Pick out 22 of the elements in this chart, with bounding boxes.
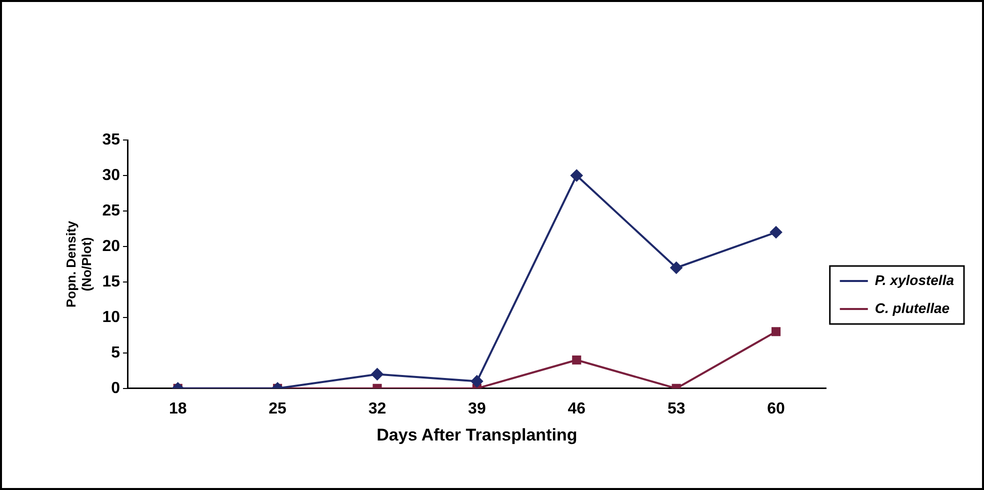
legend-label: P. xylostella bbox=[874, 272, 954, 288]
y-tick-label: 35 bbox=[102, 131, 120, 148]
x-tick-label: 53 bbox=[667, 400, 686, 418]
x-tick-label: 18 bbox=[168, 400, 187, 418]
x-tick-label: 39 bbox=[468, 400, 486, 418]
x-tick-label: 25 bbox=[268, 400, 287, 418]
y-tick-label: 10 bbox=[102, 308, 120, 326]
y-tick-label: 0 bbox=[111, 380, 120, 397]
legend-label: C. plutellae bbox=[874, 300, 950, 316]
x-tick-label: 46 bbox=[568, 400, 586, 418]
point bbox=[570, 169, 583, 182]
x-tick-label: 60 bbox=[767, 400, 786, 418]
point bbox=[770, 226, 782, 238]
point bbox=[670, 262, 682, 274]
x-axis-title: Days After Transplanting bbox=[376, 425, 578, 444]
y-tick-label: 25 bbox=[102, 202, 120, 220]
y-tick-label: 20 bbox=[102, 238, 120, 255]
y-tick-label: 30 bbox=[102, 166, 120, 184]
x-tick-label: 32 bbox=[368, 400, 386, 418]
y-tick-label: 15 bbox=[102, 273, 120, 290]
y-tick-label: 5 bbox=[111, 344, 120, 362]
y-axis-title: Popn. Density (No/Plot) bbox=[63, 220, 94, 308]
